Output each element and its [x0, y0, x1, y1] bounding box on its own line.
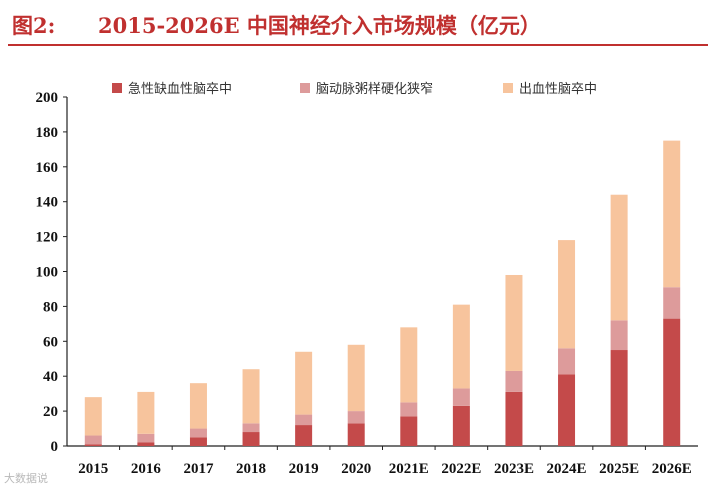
bar-segment [558, 374, 576, 446]
legend-swatch [300, 83, 310, 93]
bar-segment [663, 140, 681, 288]
y-tick-label: 0 [51, 439, 59, 455]
bar-segment [295, 351, 313, 415]
bar-segment [558, 240, 576, 349]
bar-segment [84, 435, 102, 445]
bar-segment [400, 402, 418, 417]
bar-segment [189, 428, 207, 438]
legend-swatch [112, 83, 122, 93]
bar-segment [663, 287, 681, 319]
bar-segment [663, 318, 681, 446]
y-tick-label: 80 [43, 299, 58, 315]
bar-segment [189, 383, 207, 429]
bar-segment [84, 444, 102, 446]
title-divider [8, 44, 708, 46]
figure-header: 图2: 2015-2026E 中国神经介入市场规模（亿元） [8, 6, 708, 42]
bar-segment [505, 370, 523, 392]
x-tick-label: 2019 [289, 461, 319, 477]
y-tick-label: 100 [36, 265, 59, 281]
y-tick-label: 20 [43, 404, 58, 420]
legend-label: 脑动脉粥样硬化狭窄 [316, 81, 433, 97]
x-tick-label: 2022E [441, 461, 481, 477]
bar-segment [242, 369, 260, 424]
bar-segment [505, 391, 523, 446]
bar-segment [610, 320, 628, 351]
bar-segment [400, 416, 418, 446]
legend-label: 出血性脑卒中 [519, 82, 597, 97]
bar-segment [400, 327, 418, 403]
x-tick-label: 2021E [389, 461, 429, 477]
x-tick-label: 2018 [236, 461, 266, 477]
bar-segment [452, 388, 470, 406]
bar-segment [610, 350, 628, 446]
bar-segment [242, 423, 260, 433]
x-tick-label: 2015 [78, 461, 108, 477]
bar-segment [347, 423, 365, 446]
bar-segment [137, 442, 155, 446]
bar-segment [347, 344, 365, 412]
y-tick-label: 120 [36, 230, 59, 246]
x-tick-label: 2025E [599, 461, 639, 477]
figure-title: 2015-2026E 中国神经介入市场规模（亿元） [98, 13, 541, 38]
x-tick-label: 2017 [183, 461, 214, 477]
bar-segment [137, 433, 155, 443]
figure-number: 图2: [12, 13, 56, 38]
bar-segment [610, 194, 628, 321]
bar-segment [189, 437, 207, 446]
x-tick-label: 2026E [652, 461, 692, 477]
y-tick-label: 40 [43, 369, 58, 385]
bar-segment [558, 348, 576, 375]
bar-segment [242, 432, 260, 446]
y-tick-label: 60 [43, 334, 58, 350]
bar-segment [452, 405, 470, 446]
y-tick-label: 180 [36, 125, 59, 141]
bar-segment [295, 425, 313, 446]
watermark: 大数据说 [4, 472, 48, 485]
y-tick-label: 200 [36, 90, 59, 106]
bar-segment [137, 391, 155, 434]
x-tick-label: 2016 [131, 461, 162, 477]
x-tick-label: 2024E [547, 461, 587, 477]
x-tick-label: 2023E [494, 461, 534, 477]
bar-segment [347, 411, 365, 424]
bar-segment [295, 414, 313, 426]
legend-label: 急性缺血性脑卒中 [128, 82, 232, 97]
bar-segment [84, 397, 102, 436]
legend-swatch [503, 83, 513, 93]
y-tick-label: 140 [36, 195, 59, 211]
y-tick-label: 160 [36, 160, 59, 176]
bar-segment [505, 274, 523, 371]
bar-segment [452, 304, 470, 389]
x-tick-label: 2020 [341, 461, 371, 477]
